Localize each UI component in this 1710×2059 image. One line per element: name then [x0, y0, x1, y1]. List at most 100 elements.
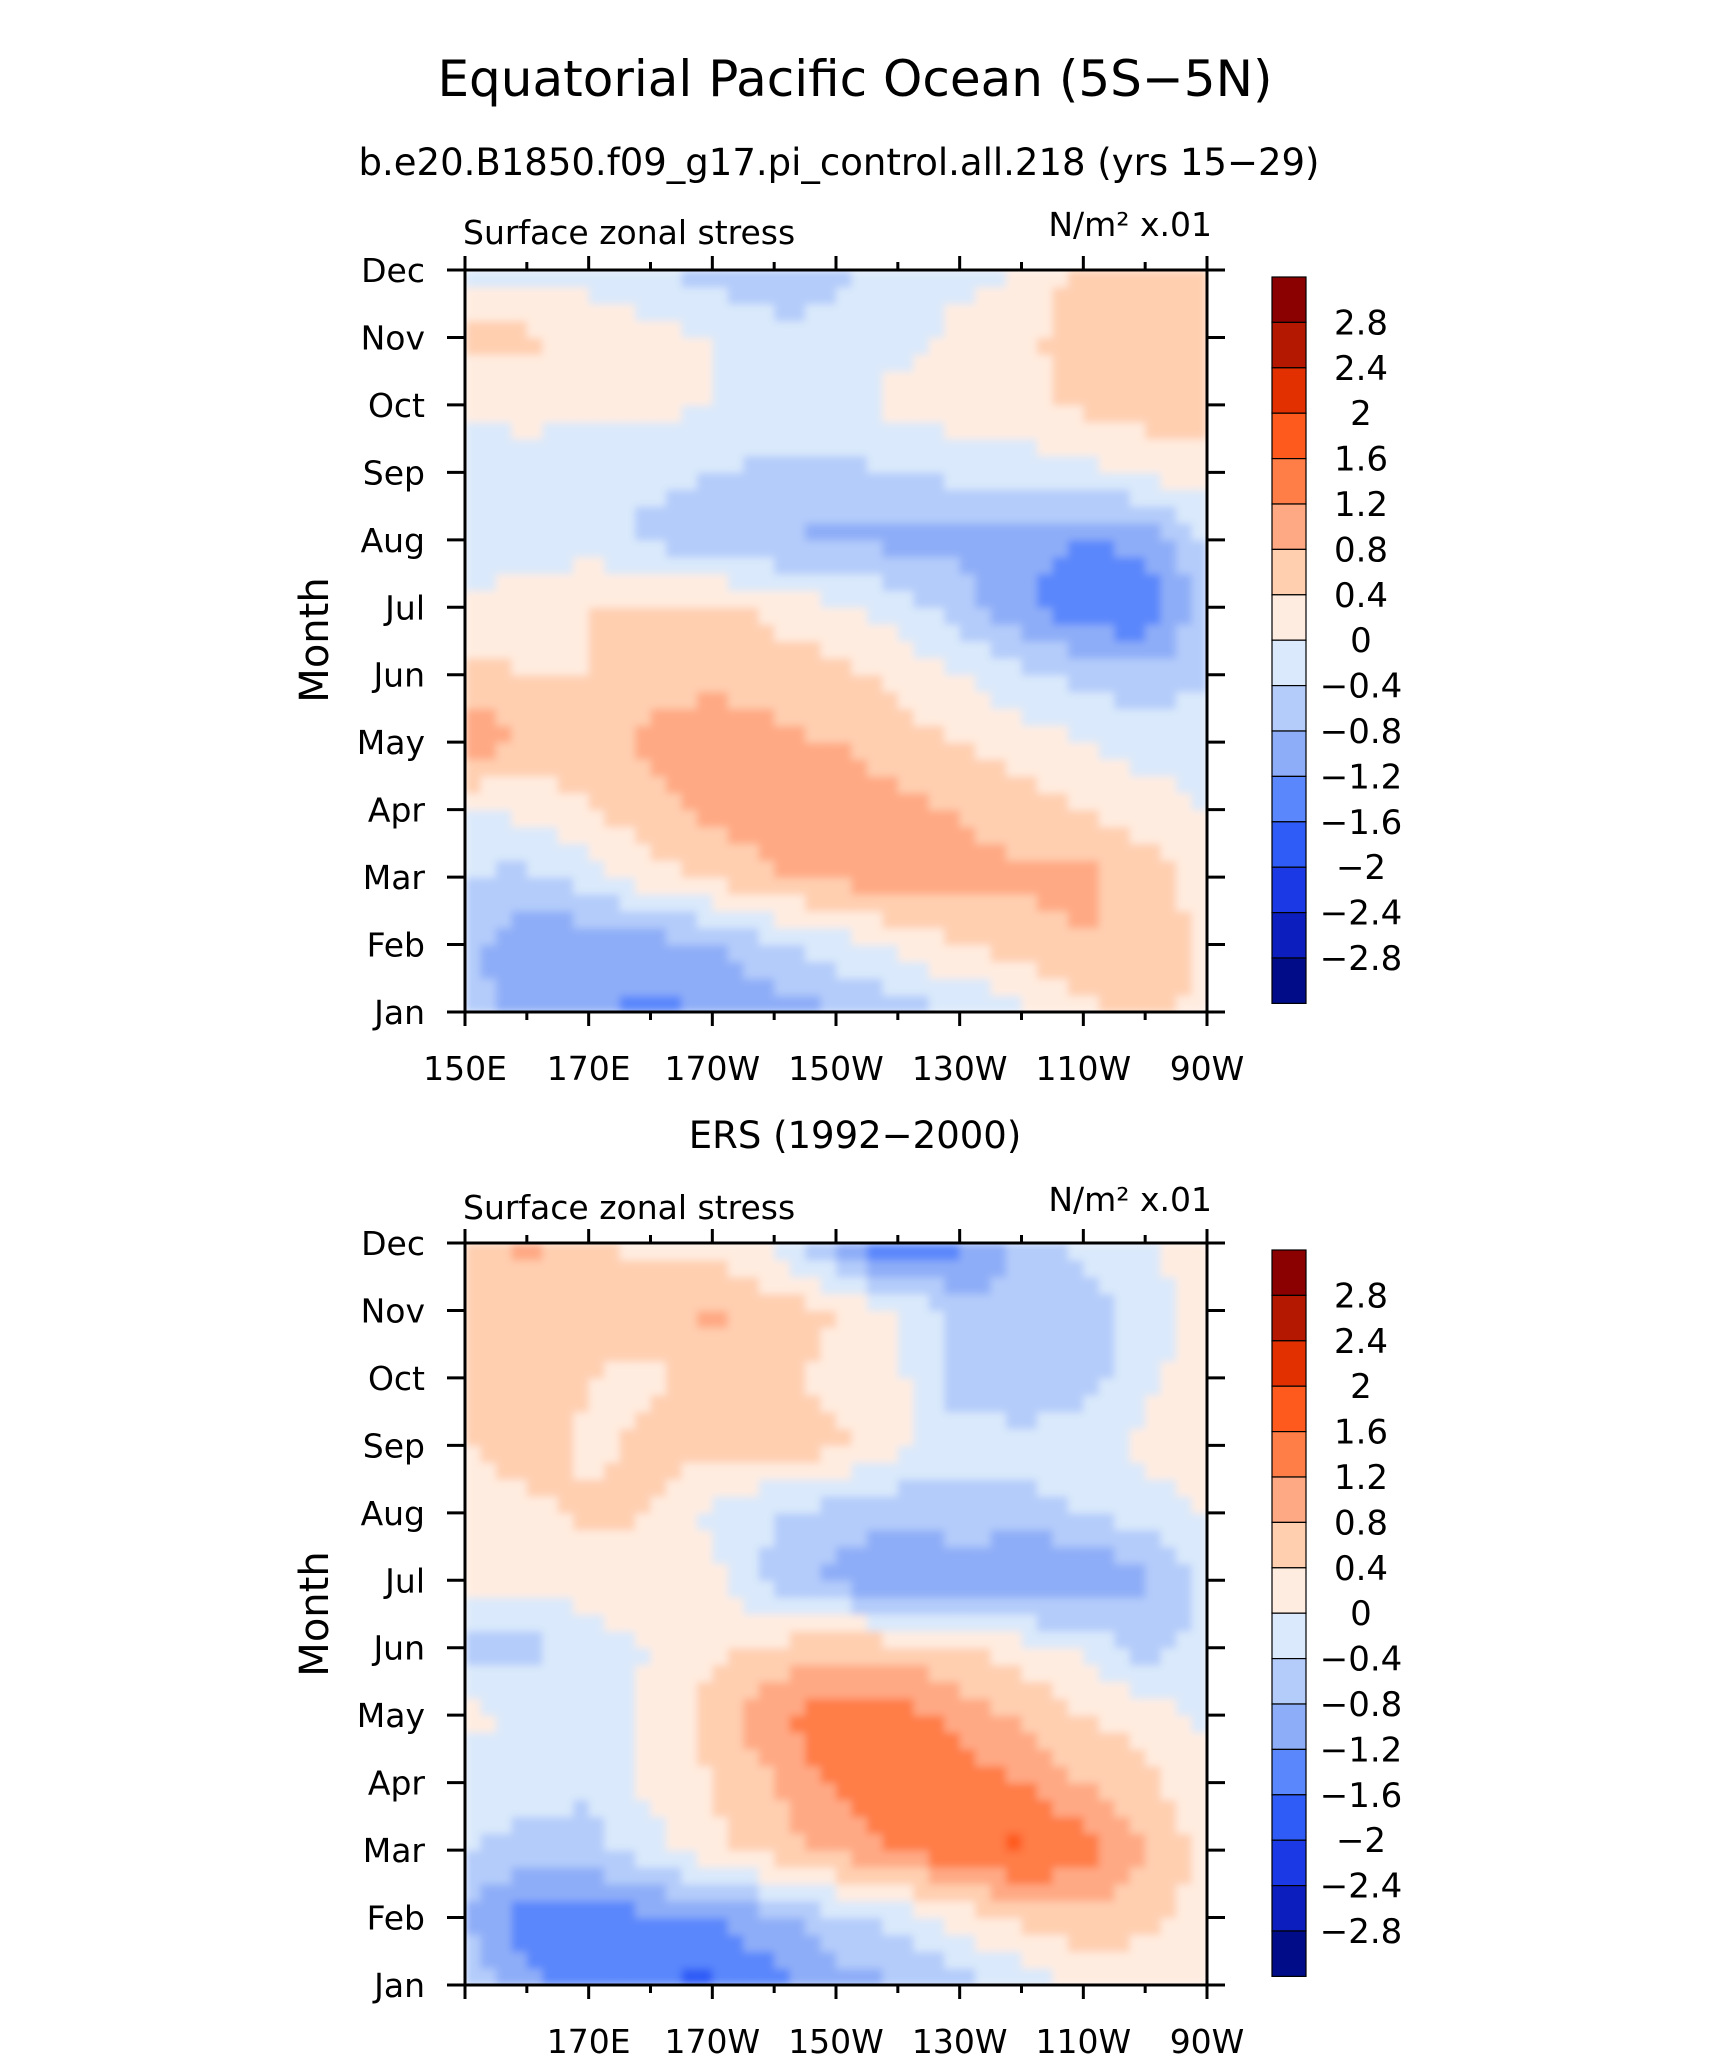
contour-cell — [573, 691, 590, 710]
contour-cell — [1021, 506, 1038, 524]
contour-cell — [866, 522, 883, 541]
contour-cell — [526, 489, 543, 507]
contour-cell — [696, 826, 713, 844]
contour-cell — [1129, 725, 1146, 743]
contour-cell — [1191, 1799, 1207, 1817]
contour-cell — [619, 1917, 636, 1936]
contour-cell — [975, 1715, 992, 1733]
contour-cell — [665, 826, 683, 844]
contour-cell — [1114, 1580, 1131, 1598]
contour-cell — [604, 1479, 621, 1497]
colorbar-label: −2.4 — [1320, 894, 1403, 934]
contour-cell — [1067, 573, 1084, 592]
y-tick-label: Mar — [363, 858, 426, 897]
contour-cell — [836, 506, 853, 524]
contour-cell — [1145, 674, 1162, 693]
contour-cell — [650, 1934, 667, 1952]
contour-cell — [851, 1614, 868, 1632]
contour-cell — [542, 522, 559, 541]
contour-cell — [480, 607, 497, 625]
contour-cell — [619, 674, 636, 693]
contour-cell — [1052, 1361, 1069, 1379]
contour-cell — [696, 893, 713, 912]
contour-cell — [990, 1243, 1007, 1261]
contour-cell — [1191, 1698, 1207, 1716]
contour-cell — [1160, 1563, 1177, 1581]
contour-cell — [526, 759, 543, 777]
contour-cell — [511, 1512, 528, 1531]
contour-cell — [1129, 792, 1146, 811]
contour-cell — [975, 1782, 992, 1801]
contour-cell — [758, 354, 775, 372]
contour-cell — [1191, 910, 1207, 929]
contour-cell — [696, 1866, 713, 1885]
contour-cell — [588, 421, 605, 440]
contour-cell — [588, 1529, 605, 1548]
contour-cell — [696, 624, 713, 642]
contour-cell — [1098, 270, 1115, 288]
contour-cell — [696, 1765, 713, 1784]
contour-cell — [805, 1529, 822, 1548]
contour-cell — [480, 691, 497, 710]
contour-cell — [495, 1816, 512, 1834]
contour-cell — [1114, 1630, 1131, 1649]
contour-cell — [1129, 1698, 1146, 1716]
contour-cell — [465, 1512, 482, 1531]
contour-cell — [495, 944, 512, 963]
contour-cell — [1083, 573, 1100, 592]
colorbar-box — [1271, 1839, 1307, 1887]
contour-cell — [1021, 1799, 1038, 1817]
contour-cell — [774, 1765, 791, 1784]
contour-cell — [913, 1243, 930, 1261]
contour-cell — [789, 455, 806, 473]
contour-cell — [805, 978, 822, 996]
contour-cell — [681, 910, 698, 929]
contour-cell — [758, 1900, 775, 1919]
contour-cell — [866, 1445, 883, 1463]
contour-cell — [789, 657, 806, 676]
contour-cell — [944, 809, 961, 828]
contour-cell — [650, 1479, 667, 1497]
contour-cell — [897, 522, 914, 541]
contour-cell — [774, 1411, 791, 1430]
y-tick-label: Jan — [372, 993, 425, 1032]
colorbar-box — [1271, 866, 1307, 914]
contour-cell — [897, 641, 914, 659]
contour-cell — [573, 1968, 590, 1985]
contour-cell — [727, 438, 744, 457]
contour-cell — [727, 1462, 744, 1480]
contour-cell — [635, 759, 652, 777]
contour-cell — [712, 1377, 729, 1396]
panel-right-label: N/m² x.01 — [1048, 205, 1212, 244]
contour-cell — [526, 641, 543, 659]
contour-cell — [1114, 927, 1131, 946]
contour-cell — [774, 1597, 791, 1615]
contour-cell — [928, 1344, 945, 1362]
contour-cell — [1191, 472, 1207, 490]
contour-cell — [1006, 573, 1023, 592]
contour-cell — [990, 1563, 1007, 1581]
contour-cell — [836, 1614, 853, 1632]
contour-cell — [805, 1276, 822, 1295]
contour-cell — [665, 286, 683, 305]
contour-cell — [696, 1428, 713, 1446]
contour-cell — [588, 438, 605, 457]
contour-cell — [696, 978, 713, 996]
contour-cell — [1052, 337, 1069, 355]
contour-cell — [588, 1782, 605, 1801]
contour-cell — [774, 1748, 791, 1767]
contour-cell — [511, 590, 528, 608]
contour-cell — [1191, 978, 1207, 996]
contour-cell — [928, 1698, 945, 1716]
contour-cell — [465, 506, 482, 524]
contour-cell — [758, 506, 775, 524]
contour-cell — [1145, 337, 1162, 355]
contour-cell — [573, 826, 590, 844]
figure-title: Equatorial Pacific Ocean (5S−5N) — [437, 50, 1272, 108]
contour-cell — [743, 556, 760, 575]
contour-cell — [1083, 590, 1100, 608]
contour-cell — [882, 337, 899, 355]
contour-cell — [635, 1833, 652, 1851]
contour-cell — [959, 489, 976, 507]
contour-cell — [465, 759, 482, 777]
